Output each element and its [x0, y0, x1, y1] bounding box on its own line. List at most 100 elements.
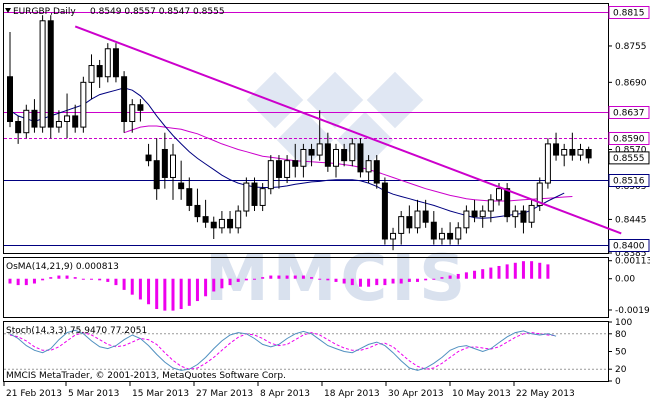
candle-5 — [47, 15, 54, 139]
candle-59 — [487, 194, 494, 223]
time-tick-label-8: 22 May 2013 — [516, 389, 575, 399]
candle-body-2 — [23, 109, 30, 134]
candle-body-45 — [373, 160, 380, 184]
candle-body-12 — [104, 48, 111, 78]
osma-bar-25 — [212, 278, 216, 292]
candle-body-6 — [55, 121, 62, 128]
osma-bar-18 — [155, 278, 159, 310]
osma-bar-20 — [171, 278, 175, 311]
candle-11 — [96, 59, 103, 88]
candle-body-68 — [561, 148, 568, 156]
candlestick-series — [7, 15, 592, 251]
stoch-tick-label-4: 0 — [615, 377, 621, 387]
candle-body-52 — [430, 221, 437, 240]
osma-bar-24 — [204, 278, 208, 297]
osma-bar-50 — [416, 278, 419, 282]
osma-bar-40 — [334, 278, 338, 282]
candle-55 — [455, 222, 462, 245]
osma-bar-65 — [538, 262, 542, 279]
candle-17 — [145, 143, 152, 167]
candle-body-55 — [455, 227, 462, 240]
candle-body-27 — [227, 218, 234, 229]
osma-bar-35 — [293, 275, 297, 279]
candle-16 — [137, 99, 144, 122]
osma-bar-27 — [228, 278, 232, 286]
level-tag-box-4 — [608, 239, 650, 252]
candle-4 — [39, 15, 46, 133]
candle-6 — [55, 110, 62, 133]
candle-body-60 — [496, 188, 502, 201]
osma-bar-59 — [489, 267, 493, 279]
candle-body-61 — [504, 188, 511, 218]
candle-body-5 — [47, 20, 54, 128]
level-tag-3: 0.8516 — [608, 174, 650, 187]
osma-bar-64 — [530, 261, 534, 279]
osma-bar-49 — [407, 278, 411, 282]
candle-32 — [267, 155, 274, 195]
candle-64 — [528, 199, 535, 228]
candle-body-47 — [390, 232, 397, 240]
candle-65 — [536, 177, 543, 212]
level-tag-text-1: 0.8637 — [613, 109, 645, 119]
candle-body-40 — [333, 148, 339, 167]
candle-56 — [463, 205, 470, 234]
osma-bar-66 — [546, 264, 550, 279]
price-tick-label-2: 0.8570 — [615, 145, 647, 155]
osma-bar-39 — [326, 278, 330, 281]
candle-body-1 — [15, 121, 22, 134]
candle-body-8 — [72, 115, 79, 128]
candle-54 — [447, 222, 454, 245]
osma-bar-51 — [424, 278, 428, 281]
time-tick-label-3: 27 Mar 2013 — [196, 389, 253, 399]
osma-bar-63 — [521, 261, 525, 279]
stoch-tick-label-0: 100 — [615, 318, 632, 328]
time-tick-label-4: 8 Apr 2013 — [260, 389, 310, 399]
candle-body-28 — [235, 210, 242, 229]
candle-body-39 — [324, 143, 331, 167]
candle-body-30 — [251, 182, 258, 206]
candle-7 — [64, 93, 71, 139]
candle-23 — [194, 188, 201, 223]
candle-31 — [259, 183, 266, 212]
level-tag-0: 0.8815 — [608, 6, 650, 19]
osma-bar-21 — [179, 278, 183, 310]
candle-body-7 — [64, 115, 71, 123]
osma-bar-4 — [41, 278, 45, 281]
osma-tick-label-0: 0.00113 — [615, 257, 650, 267]
level-tag-2: 0.8590 — [608, 132, 650, 145]
candle-70 — [577, 143, 584, 161]
candle-body-59 — [487, 199, 494, 212]
stoch-label: Stoch(14,3,3) 75.9470 77.2051 — [6, 326, 147, 336]
candle-body-44 — [365, 160, 372, 173]
candle-10 — [88, 54, 95, 100]
level-tag-text-4: 0.8400 — [613, 242, 645, 252]
candle-body-4 — [39, 20, 46, 128]
moving-average-magenta-line — [123, 125, 573, 202]
candle-24 — [202, 199, 209, 228]
osma-bar-5 — [49, 277, 53, 279]
osma-bar-56 — [464, 272, 468, 279]
candle-body-43 — [357, 143, 364, 173]
candle-body-19 — [161, 148, 168, 178]
candle-15 — [129, 99, 136, 133]
candle-28 — [235, 205, 242, 234]
price-tick-label-4: 0.8445 — [615, 215, 647, 225]
candle-68 — [561, 143, 568, 167]
candle-body-53 — [438, 232, 445, 240]
osma-bar-17 — [147, 278, 151, 305]
osma-bar-41 — [342, 278, 346, 284]
osma-bar-26 — [220, 278, 224, 289]
osma-bar-32 — [269, 275, 273, 279]
candle-body-23 — [194, 204, 201, 218]
osma-bar-57 — [473, 270, 477, 279]
candle-37 — [308, 143, 315, 167]
level-tag-text-3: 0.8516 — [613, 177, 645, 187]
level-tag-box-0 — [608, 6, 650, 19]
candle-52 — [430, 211, 437, 245]
candle-43 — [357, 138, 364, 178]
candle-body-51 — [422, 210, 429, 223]
osma-bar-46 — [383, 278, 387, 286]
osma-bar-16 — [138, 278, 142, 300]
candle-46 — [381, 177, 388, 245]
